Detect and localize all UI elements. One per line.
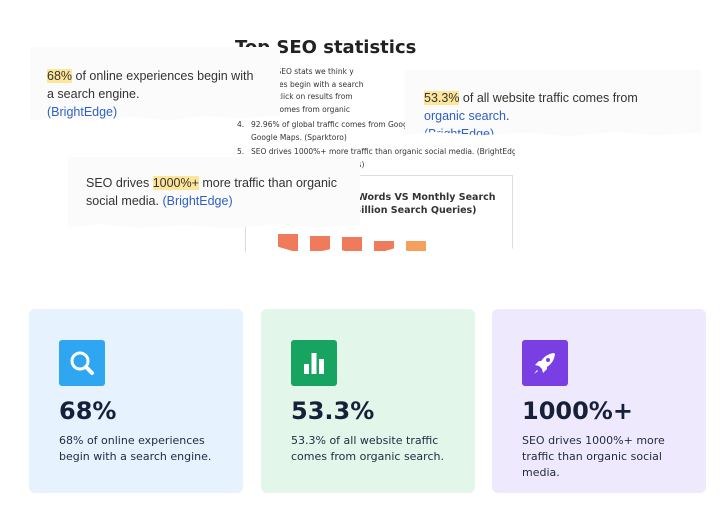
- list-number: 4.: [237, 120, 245, 129]
- list-text: SEO drives 1000%+ more traffic than orga…: [251, 147, 515, 156]
- chart-bar: [310, 236, 330, 251]
- snippet: SEO drives 1000%+ more traffic than orga…: [68, 157, 360, 229]
- article-title: Top SEO statistics: [235, 37, 417, 58]
- chart-bar: [342, 237, 362, 251]
- list-item: traffic comes from organic: [237, 105, 350, 114]
- snippet: 53.3% of all website traffic comes from …: [405, 70, 701, 136]
- list-number: 5.: [237, 147, 245, 156]
- stat-card: 1000%+ SEO drives 1000%+ more traffic th…: [492, 309, 706, 493]
- list-text: esting SEO stats we think y: [251, 67, 354, 76]
- list-item: periences begin with a search: [237, 80, 364, 89]
- stat-card: 68% 68% of online experiences begin with…: [29, 309, 243, 493]
- stat-description: SEO drives 1000%+ more traffic than orga…: [522, 434, 665, 479]
- list-text: periences begin with a search: [251, 80, 364, 89]
- highlight: 68%: [47, 69, 73, 83]
- stat-value: 53.3%: [291, 397, 375, 425]
- stat-description: 68% of online experiences begin with a s…: [59, 434, 212, 463]
- chart-bar: [374, 241, 394, 251]
- chart-bar: [278, 234, 298, 251]
- snippet-text: more traffic than organic social media.: [86, 176, 337, 208]
- source-link: (BrightEdge): [424, 127, 494, 136]
- stat-value: 68%: [59, 397, 117, 425]
- chart-title: 9 Billion Search Queries): [344, 205, 477, 216]
- list-item: 5. SEO drives 1000%+ more traffic than or…: [237, 147, 515, 156]
- chart-title: in Words VS Monthly Search: [344, 192, 496, 203]
- stat-description: 53.3% of all website traffic comes from …: [291, 434, 444, 463]
- chart-icon: [291, 340, 337, 386]
- link: organic search: [424, 109, 506, 123]
- snippet-text: SEO drives: [86, 176, 153, 190]
- snippet-text: .: [506, 109, 510, 123]
- source-link: (BrightEdge): [162, 194, 233, 208]
- list-item: Google Maps. (Sparktoro): [237, 133, 347, 142]
- snippet-text: of all website traffic comes from: [459, 91, 638, 105]
- list-item: esting SEO stats we think y: [237, 67, 354, 76]
- snippet: 68% of online experiences begin with a s…: [30, 47, 280, 121]
- list-item: rchers click on results from: [237, 92, 353, 101]
- stat-card: 53.3% 53.3% of all website traffic comes…: [261, 309, 475, 493]
- list-text: rchers click on results from: [251, 92, 353, 101]
- rocket-icon: [522, 340, 568, 386]
- list-text: 92.96% of global traffic comes from Goog…: [251, 120, 426, 129]
- stat-value: 1000%+: [522, 397, 633, 425]
- source-link: (BrightEdge): [47, 105, 118, 119]
- search-icon: [59, 340, 105, 386]
- list-text: Google Maps. (Sparktoro): [251, 133, 347, 142]
- highlight: 53.3%: [424, 91, 460, 105]
- list-item: 4. 92.96% of global traffic comes from Go…: [237, 120, 425, 129]
- highlight: 1000%+: [152, 176, 199, 190]
- snippet-text: of online experiences begin with a searc…: [47, 69, 254, 101]
- chart-bar: [406, 241, 426, 251]
- list-text: traffic comes from organic: [251, 105, 350, 114]
